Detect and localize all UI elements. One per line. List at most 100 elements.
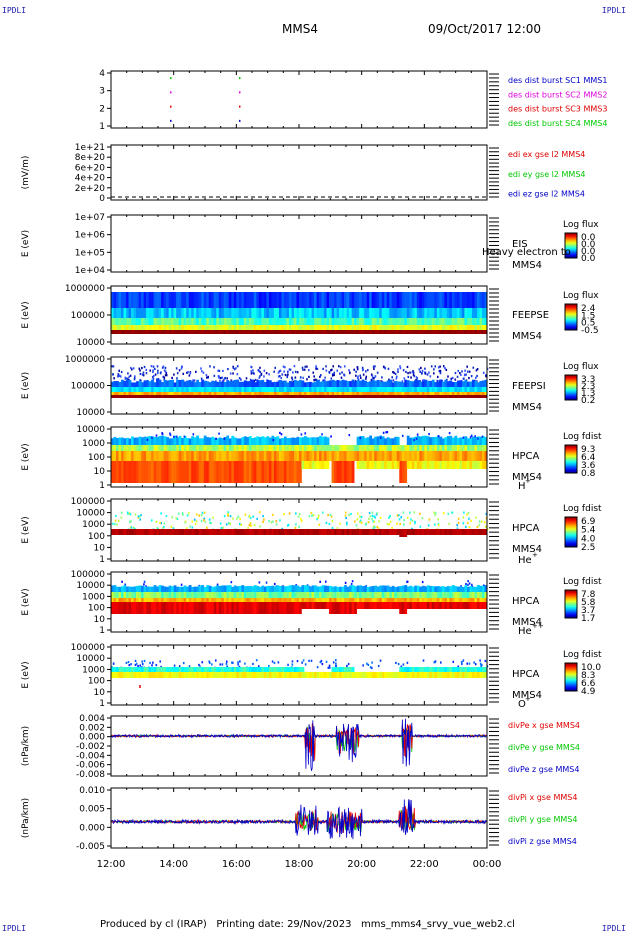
panel-feepsi-spectro-cell <box>121 395 124 398</box>
panel-hpca_o-spectro-cell <box>271 672 275 678</box>
panel-hpca_he2-spectro-cell <box>201 592 205 598</box>
panel-hpca_h-spectro-cell <box>324 436 327 445</box>
panel-hpca_he2-spectro-cell <box>296 602 300 614</box>
panel-feepsi-spectro-dot <box>176 377 178 380</box>
panel-feepsi-spectro-cell <box>206 395 210 398</box>
panel-hpca_h-spectro-cell <box>141 451 144 461</box>
panel-hpca_he1-spectro-cell <box>123 529 127 535</box>
panel-feepse-spectro-cell <box>399 292 403 308</box>
panel-feepsi-spectro-cell <box>419 395 423 398</box>
panel-hpca_h-spectro-cell <box>131 451 134 461</box>
panel-hpca_he2-spectro-cell <box>356 585 360 592</box>
panel-hpca_he1-spectro-dot <box>356 518 359 521</box>
panel-feepse-spectro-cell <box>216 325 220 330</box>
panel-hpca_he2-spectro-dot <box>265 581 268 584</box>
panel-hpca_he1-spectro-cell <box>416 529 420 535</box>
panel-hpca_he1-spectro-dot <box>225 523 228 526</box>
panel-feepsi-spectro-dot <box>288 368 291 371</box>
panel-feepse-spectro-cell <box>396 308 400 318</box>
panel-feepsi-spectro-dot <box>291 376 293 379</box>
panel-hpca_o-spectro-dot <box>211 663 213 666</box>
panel-hpca_h-spectro-cell <box>226 435 230 445</box>
panel-feepsi-spectro-cell <box>296 395 300 398</box>
panel-burst-y-tick-label: 2 <box>99 104 105 114</box>
panel-hpca_he1-spectro-cell <box>253 529 257 535</box>
panel-hpca_he1-spectro-dot <box>368 511 371 515</box>
panel-feepsi-spectro-dot <box>436 375 439 379</box>
panel-hpca_h-spectro-cell <box>341 461 345 483</box>
panel-feepse-spectro-cell <box>148 308 152 318</box>
panel-feepse-spectro-cell <box>426 292 430 308</box>
panel-hpca_he2-spectro-cell <box>141 592 144 598</box>
panel-feepse-spectro-cell <box>484 325 488 330</box>
panel-feepsi-spectro-cell <box>424 379 428 387</box>
panel-hpca_o-spectro-cell <box>331 672 335 678</box>
panel-feepsi-spectro-dot <box>411 371 414 374</box>
panel-feepsi-spectro-cell <box>394 392 398 395</box>
panel-feepsi-spectro-cell <box>291 392 295 395</box>
panel-hpca_h-spectro-cell <box>316 461 320 469</box>
panel-hpca_o-spectro-cell <box>459 672 463 678</box>
panel-feepsi-spectro-cell <box>379 381 383 387</box>
panel-hpca_o-spectro-cell <box>168 672 172 678</box>
panel-hpca_h-spectro-cell <box>173 451 177 461</box>
panel-hpca_h-spectro-cell <box>476 436 480 445</box>
panel-hpca_he2-spectro-cell <box>256 592 260 598</box>
panel-hpca_h-spectro-cell <box>193 437 197 445</box>
panel-hpca_h-spectro-cell <box>449 461 453 469</box>
panel-feepsi-spectro-cell <box>404 379 408 387</box>
panel-feepsi-spectro-cell <box>451 392 455 395</box>
panel-hpca_h-spectro-cell <box>173 461 177 483</box>
panel-hpca_o-spectro-cell <box>211 672 215 678</box>
panel-hpca_he2-spectro-cell <box>419 602 423 609</box>
panel-hpca_h-spectro-cell <box>236 445 240 451</box>
panel-hpca_he2-spectro-cell <box>161 602 164 614</box>
panel-hpca_he2-spectro-cell <box>441 602 445 609</box>
panel-hpca_he2-spectro-cell <box>364 592 367 598</box>
panel-hpca_h-spectro-cell <box>369 445 372 451</box>
panel-feepsi-spectro-dot <box>304 365 307 368</box>
panel-feepsi-spectro-cell <box>444 392 448 395</box>
panel-feepsi-spectro-dot <box>294 376 297 379</box>
panel-feepsi-spectro-dot <box>357 378 360 381</box>
panel-hpca_he1-spectro-dot <box>470 519 472 522</box>
panel-feepsi-spectro-cell <box>208 395 212 398</box>
panel-divpe-legend-item: divPe z gse MMS4 <box>508 765 579 774</box>
panel-feepsi-spectro-dot <box>460 373 462 376</box>
panel-hpca_h-spectro-cell <box>236 461 240 483</box>
panel-feepsi-spectro-cell <box>329 392 332 395</box>
panel-feepsi-spectro-dot <box>163 376 166 379</box>
panel-feepsi-spectro-cell <box>356 392 360 395</box>
panel-hpca_he2-spectro-dot <box>351 580 354 583</box>
panel-hpca_he2-spectro-cell <box>146 592 149 598</box>
panel-hpca_h-spectro-cell <box>208 445 212 451</box>
panel-feepsi-instrument-label: FEEPSI <box>512 381 546 392</box>
panel-feepsi-spectro-dot <box>145 368 148 372</box>
panel-feepse-spectro-cell <box>278 330 282 334</box>
panel-hpca_he2-spectro-cell <box>138 592 142 598</box>
panel-hpca_he2-spectro-cell <box>421 592 425 598</box>
panel-hpca_he2-spectro-cell <box>369 586 372 592</box>
panel-hpca_o-spectro-cell <box>466 672 470 678</box>
panel-hpca_h-spectro-cell <box>158 436 162 445</box>
panel-hpca_h-spectro-cell <box>113 461 117 483</box>
panel-hpca_o-spectro-dot <box>362 664 364 667</box>
panel-hpca_he2-spectro-cell <box>436 598 440 602</box>
panel-feepsi-spectro-cell <box>454 392 458 395</box>
panel-hpca_he2-spectro-cell <box>301 585 305 592</box>
panel-hpca_he2-spectro-cell <box>121 598 124 602</box>
panel-feepse-spectro-cell <box>278 308 282 318</box>
panel-hpca_he1-spectro-dot <box>467 512 470 515</box>
panel-hpca_he1-spectro-dot <box>396 522 398 525</box>
panel-feepsi-spectro-cell <box>349 381 352 387</box>
panel-hpca_o-spectro-dot <box>291 663 294 666</box>
panel-hpca_h-spectro-cell <box>351 461 355 483</box>
panel-feepsi-spectro-cell <box>379 395 383 398</box>
panel-hpca_o-spectro-dot <box>366 662 368 665</box>
panel-hpca_he2-spectro-cell <box>324 598 327 602</box>
panel-hpca_he2-spectro-cell <box>414 585 418 592</box>
panel-feepse-spectro-cell <box>183 325 187 330</box>
panel-feepse-spectro-cell <box>238 308 242 318</box>
panel-hpca_he1-spectro-dot <box>270 521 273 524</box>
panel-feepse-spectro-cell <box>324 308 327 318</box>
